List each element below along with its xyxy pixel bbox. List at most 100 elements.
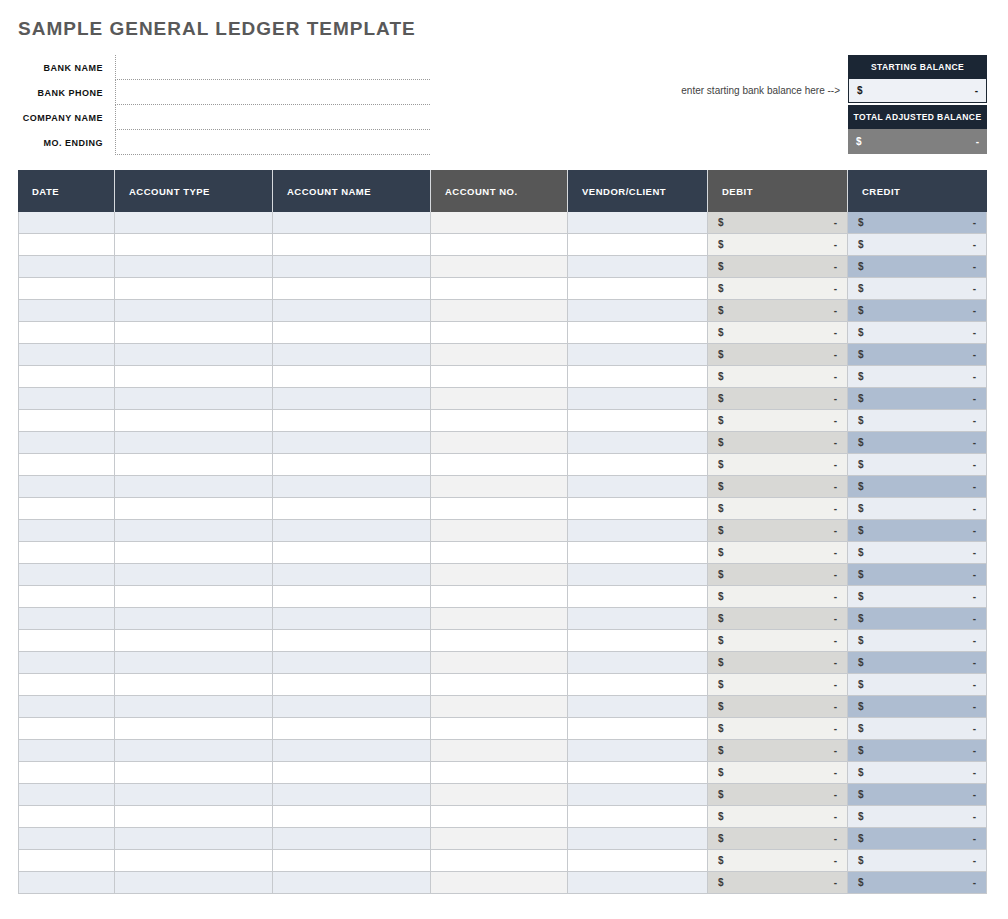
cell-credit[interactable]: $- xyxy=(848,432,987,454)
cell-debit[interactable]: $- xyxy=(708,674,848,696)
cell-account-name[interactable] xyxy=(273,564,431,586)
cell-vendor-client[interactable] xyxy=(568,740,708,762)
cell-debit[interactable]: $- xyxy=(708,300,848,322)
cell-debit[interactable]: $- xyxy=(708,608,848,630)
cell-debit[interactable]: $- xyxy=(708,366,848,388)
cell-vendor-client[interactable] xyxy=(568,520,708,542)
cell-account-no[interactable] xyxy=(431,586,568,608)
cell-credit[interactable]: $- xyxy=(848,498,987,520)
cell-debit[interactable]: $- xyxy=(708,498,848,520)
cell-account-type[interactable] xyxy=(115,652,273,674)
cell-credit[interactable]: $- xyxy=(848,454,987,476)
cell-account-no[interactable] xyxy=(431,718,568,740)
cell-debit[interactable]: $- xyxy=(708,388,848,410)
cell-account-name[interactable] xyxy=(273,696,431,718)
cell-credit[interactable]: $- xyxy=(848,630,987,652)
cell-account-no[interactable] xyxy=(431,234,568,256)
cell-account-no[interactable] xyxy=(431,344,568,366)
cell-account-name[interactable] xyxy=(273,740,431,762)
cell-credit[interactable]: $- xyxy=(848,542,987,564)
cell-account-no[interactable] xyxy=(431,366,568,388)
cell-date[interactable] xyxy=(18,850,115,872)
cell-account-no[interactable] xyxy=(431,762,568,784)
cell-date[interactable] xyxy=(18,322,115,344)
cell-account-type[interactable] xyxy=(115,410,273,432)
cell-debit[interactable]: $- xyxy=(708,234,848,256)
cell-account-no[interactable] xyxy=(431,520,568,542)
cell-account-no[interactable] xyxy=(431,652,568,674)
cell-account-name[interactable] xyxy=(273,498,431,520)
cell-vendor-client[interactable] xyxy=(568,762,708,784)
cell-account-type[interactable] xyxy=(115,344,273,366)
cell-vendor-client[interactable] xyxy=(568,652,708,674)
cell-vendor-client[interactable] xyxy=(568,476,708,498)
cell-vendor-client[interactable] xyxy=(568,432,708,454)
cell-debit[interactable]: $- xyxy=(708,652,848,674)
cell-account-name[interactable] xyxy=(273,256,431,278)
cell-date[interactable] xyxy=(18,806,115,828)
cell-account-no[interactable] xyxy=(431,300,568,322)
cell-vendor-client[interactable] xyxy=(568,872,708,894)
cell-date[interactable] xyxy=(18,586,115,608)
cell-account-type[interactable] xyxy=(115,520,273,542)
cell-date[interactable] xyxy=(18,410,115,432)
cell-account-name[interactable] xyxy=(273,718,431,740)
cell-credit[interactable]: $- xyxy=(848,872,987,894)
cell-vendor-client[interactable] xyxy=(568,256,708,278)
cell-account-name[interactable] xyxy=(273,872,431,894)
cell-credit[interactable]: $- xyxy=(848,322,987,344)
cell-credit[interactable]: $- xyxy=(848,520,987,542)
cell-account-type[interactable] xyxy=(115,608,273,630)
cell-vendor-client[interactable] xyxy=(568,696,708,718)
cell-credit[interactable]: $- xyxy=(848,850,987,872)
cell-account-type[interactable] xyxy=(115,256,273,278)
cell-debit[interactable]: $- xyxy=(708,520,848,542)
cell-credit[interactable]: $- xyxy=(848,674,987,696)
cell-date[interactable] xyxy=(18,674,115,696)
cell-vendor-client[interactable] xyxy=(568,388,708,410)
cell-vendor-client[interactable] xyxy=(568,234,708,256)
cell-credit[interactable]: $- xyxy=(848,762,987,784)
cell-debit[interactable]: $- xyxy=(708,564,848,586)
cell-vendor-client[interactable] xyxy=(568,850,708,872)
cell-debit[interactable]: $- xyxy=(708,542,848,564)
cell-debit[interactable]: $- xyxy=(708,762,848,784)
cell-account-type[interactable] xyxy=(115,432,273,454)
cell-date[interactable] xyxy=(18,542,115,564)
cell-account-type[interactable] xyxy=(115,300,273,322)
cell-debit[interactable]: $- xyxy=(708,828,848,850)
cell-account-no[interactable] xyxy=(431,674,568,696)
cell-account-name[interactable] xyxy=(273,652,431,674)
cell-date[interactable] xyxy=(18,630,115,652)
cell-credit[interactable]: $- xyxy=(848,784,987,806)
cell-vendor-client[interactable] xyxy=(568,212,708,234)
cell-date[interactable] xyxy=(18,476,115,498)
cell-account-name[interactable] xyxy=(273,784,431,806)
cell-debit[interactable]: $- xyxy=(708,454,848,476)
cell-account-name[interactable] xyxy=(273,278,431,300)
cell-debit[interactable]: $- xyxy=(708,322,848,344)
cell-date[interactable] xyxy=(18,740,115,762)
cell-account-type[interactable] xyxy=(115,498,273,520)
cell-debit[interactable]: $- xyxy=(708,806,848,828)
cell-vendor-client[interactable] xyxy=(568,300,708,322)
cell-credit[interactable]: $- xyxy=(848,652,987,674)
cell-credit[interactable]: $- xyxy=(848,366,987,388)
bank-name-field[interactable] xyxy=(115,55,430,80)
cell-credit[interactable]: $- xyxy=(848,718,987,740)
cell-account-name[interactable] xyxy=(273,234,431,256)
cell-debit[interactable]: $- xyxy=(708,872,848,894)
cell-vendor-client[interactable] xyxy=(568,674,708,696)
cell-date[interactable] xyxy=(18,520,115,542)
cell-date[interactable] xyxy=(18,762,115,784)
cell-account-no[interactable] xyxy=(431,476,568,498)
cell-credit[interactable]: $- xyxy=(848,608,987,630)
cell-credit[interactable]: $- xyxy=(848,410,987,432)
company-name-field[interactable] xyxy=(115,105,430,130)
cell-vendor-client[interactable] xyxy=(568,344,708,366)
cell-vendor-client[interactable] xyxy=(568,784,708,806)
cell-vendor-client[interactable] xyxy=(568,630,708,652)
cell-vendor-client[interactable] xyxy=(568,454,708,476)
cell-account-type[interactable] xyxy=(115,696,273,718)
cell-account-type[interactable] xyxy=(115,762,273,784)
